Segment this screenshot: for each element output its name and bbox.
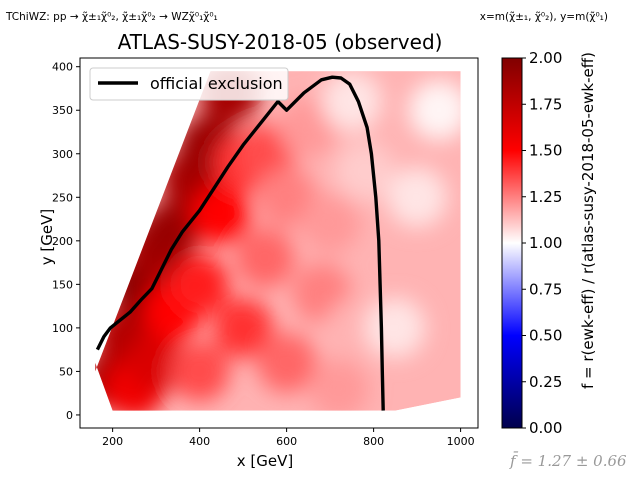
heatmap-cell [300, 193, 361, 254]
heatmap-cell [408, 80, 461, 141]
colorbar-tick-label: 0.00 [529, 419, 562, 437]
y-tick-label: 300 [52, 148, 73, 161]
y-tick-label: 350 [52, 104, 73, 117]
y-tick-label: 150 [52, 278, 73, 291]
x-tick-label: 600 [276, 435, 297, 448]
x-axis-label: x [GeV] [236, 452, 294, 470]
legend-box [89, 67, 289, 101]
legend-label: official exclusion [150, 74, 283, 93]
colorbar-ticks: 0.00 0.25 0.50 0.75 1.00 1.25 1.50 1.75 2.00 [522, 49, 562, 437]
colorbar-label: f = r(ewk-eff) / r(atlas-susy-2018-05-ew… [579, 52, 597, 389]
heatmap-cell [308, 358, 369, 411]
colorbar [501, 57, 523, 429]
x-tick-label: 1000 [447, 435, 475, 448]
heatmap-cell [256, 332, 317, 393]
y-tick-label: 200 [52, 235, 73, 248]
colorbar-tick-label: 1.50 [529, 142, 562, 160]
heatmap-cell [169, 341, 230, 402]
mean-ratio-annotation: f̄ = 1.27 ± 0.66 [510, 452, 627, 470]
colorbar-tick-label: 0.25 [529, 373, 562, 391]
x-tick-label: 200 [102, 435, 123, 448]
chart-title: ATLAS-SUSY-2018-05 (observed) [117, 30, 443, 54]
axes-description: x=m(χ̃±₁, χ̃⁰₂), y=m(χ̃⁰₁) [479, 11, 608, 23]
heatmap-surface [95, 71, 461, 411]
plot-frame [79, 57, 479, 429]
heatmap-cell [169, 254, 230, 315]
legend: official exclusion [89, 67, 289, 101]
colorbar-tick-label: 0.75 [529, 280, 562, 298]
y-tick-label: 0 [66, 409, 73, 422]
colorbar-tick-label: 1.25 [529, 188, 562, 206]
heatmap-cell [256, 167, 317, 228]
colorbar-tick-label: 0.50 [529, 327, 562, 345]
heatmap-cell [234, 228, 295, 289]
x-tick-label: 400 [189, 435, 210, 448]
y-tick-label: 250 [52, 191, 73, 204]
heatmap-cell [191, 184, 252, 245]
colorbar-tick-label: 1.00 [529, 234, 562, 252]
y-tick-label: 50 [59, 365, 73, 378]
heatmap-cell [321, 71, 382, 132]
colorbar-tick-label: 1.75 [529, 95, 562, 113]
x-axis: 200 400 600 800 1000 [102, 428, 475, 448]
y-axis: 0 50 100 150 200 250 300 350 400 [52, 61, 80, 422]
heatmap-cell [387, 167, 448, 228]
process-description: TChiWZ: pp → χ̃±₁χ̃⁰₂, χ̃±₁χ̃⁰₂ → WZχ̃⁰₁… [6, 11, 218, 23]
heatmap-cell [278, 97, 339, 158]
y-tick-label: 100 [52, 322, 73, 335]
heatmap-cell [334, 141, 395, 202]
official-exclusion-line [95, 75, 385, 411]
heatmap-cell [213, 297, 274, 358]
x-tick-label: 800 [363, 435, 384, 448]
y-axis-label: y [GeV] [38, 208, 56, 266]
heatmap-cell [365, 297, 426, 358]
colorbar-tick-label: 2.00 [529, 49, 562, 67]
y-tick-label: 400 [52, 61, 73, 74]
